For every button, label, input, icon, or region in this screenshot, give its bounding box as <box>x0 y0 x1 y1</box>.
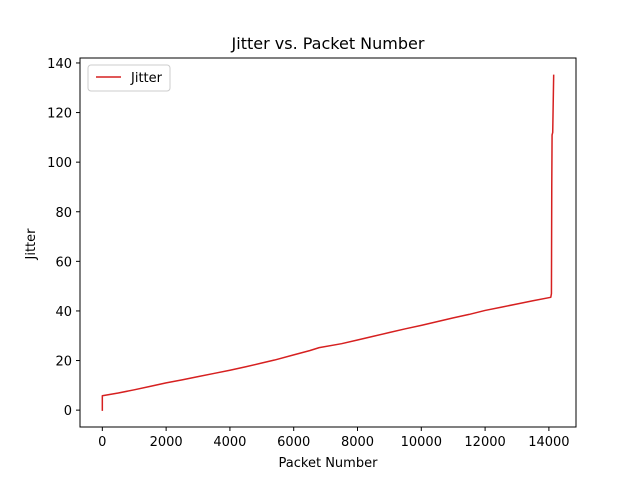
y-axis-ticks: 0 20 40 60 80 100 120 140 <box>47 57 80 419</box>
x-tick-label: 6000 <box>277 435 310 450</box>
y-tick-label: 40 <box>55 305 72 320</box>
legend-box <box>87 64 171 92</box>
x-tick-label: 0 <box>98 435 106 450</box>
y-tick-label: 120 <box>47 107 72 122</box>
legend-label-jitter: Jitter <box>130 71 163 86</box>
x-tick-label: 4000 <box>213 435 246 450</box>
x-tick-label: 12000 <box>464 435 505 450</box>
x-axis-label: Packet Number <box>279 456 379 471</box>
plot-area <box>79 57 577 428</box>
x-axis-ticks: 0 2000 4000 6000 8000 10000 12000 14000 <box>98 427 570 450</box>
y-axis-label: Jitter <box>24 228 39 261</box>
y-tick-label: 60 <box>55 255 72 270</box>
x-tick-label: 8000 <box>341 435 374 450</box>
series-line-jitter <box>101 74 555 411</box>
plot-frame <box>79 57 577 428</box>
chart-title: Jitter vs. Packet Number <box>231 34 425 53</box>
y-tick-label: 140 <box>47 57 72 72</box>
y-tick-label: 80 <box>55 206 72 221</box>
x-tick-label: 10000 <box>401 435 442 450</box>
legend: Jitter <box>87 64 171 92</box>
x-tick-label: 14000 <box>528 435 569 450</box>
y-tick-label: 20 <box>55 355 72 370</box>
x-tick-label: 2000 <box>150 435 183 450</box>
y-tick-label: 0 <box>64 404 72 419</box>
y-tick-label: 100 <box>47 156 72 171</box>
